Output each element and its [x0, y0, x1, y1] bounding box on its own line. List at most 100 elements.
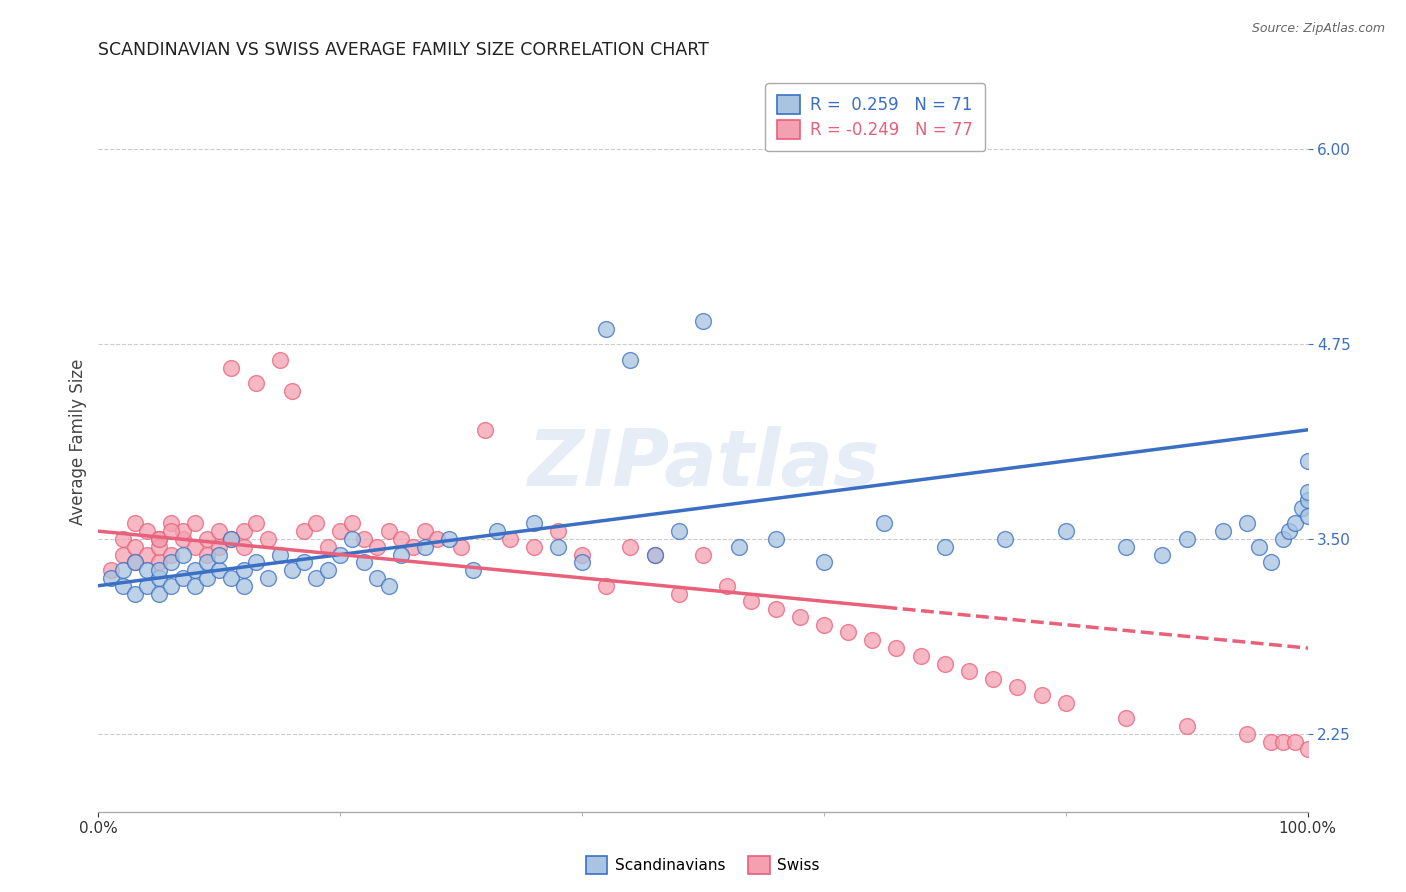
Point: [172, 548, 194, 562]
Point: [1272, 532, 1295, 546]
Point: [1031, 688, 1053, 702]
Point: [256, 532, 278, 546]
Point: [160, 579, 183, 593]
Point: [571, 555, 593, 569]
Point: [1236, 727, 1258, 741]
Point: [353, 555, 375, 569]
Point: [232, 524, 254, 538]
Point: [1152, 548, 1174, 562]
Point: [281, 384, 304, 398]
Point: [124, 555, 146, 569]
Point: [498, 532, 520, 546]
Point: [184, 579, 207, 593]
Point: [1272, 734, 1295, 748]
Point: [135, 548, 157, 562]
Legend: R =  0.259   N = 71, R = -0.249   N = 77: R = 0.259 N = 71, R = -0.249 N = 77: [765, 83, 984, 151]
Point: [195, 555, 218, 569]
Point: [644, 548, 666, 562]
Point: [366, 571, 388, 585]
Point: [813, 617, 835, 632]
Point: [269, 548, 291, 562]
Point: [547, 524, 569, 538]
Point: [910, 648, 932, 663]
Point: [860, 633, 883, 648]
Point: [413, 540, 436, 554]
Point: [184, 516, 207, 531]
Point: [1054, 696, 1077, 710]
Point: [595, 321, 617, 335]
Point: [111, 579, 134, 593]
Point: [1296, 508, 1319, 523]
Point: [245, 376, 267, 390]
Point: [269, 352, 291, 367]
Point: [389, 532, 412, 546]
Text: SCANDINAVIAN VS SWISS AVERAGE FAMILY SIZE CORRELATION CHART: SCANDINAVIAN VS SWISS AVERAGE FAMILY SIZ…: [98, 41, 709, 59]
Point: [740, 594, 762, 608]
Point: [172, 524, 194, 538]
Point: [450, 540, 472, 554]
Point: [1115, 711, 1137, 725]
Point: [1007, 680, 1029, 694]
Point: [232, 540, 254, 554]
Point: [195, 571, 218, 585]
Y-axis label: Average Family Size: Average Family Size: [69, 359, 87, 524]
Point: [221, 532, 243, 546]
Point: [547, 540, 569, 554]
Point: [195, 532, 218, 546]
Point: [595, 579, 617, 593]
Point: [111, 548, 134, 562]
Point: [873, 516, 896, 531]
Point: [486, 524, 509, 538]
Point: [377, 524, 399, 538]
Point: [148, 532, 170, 546]
Point: [668, 524, 690, 538]
Point: [172, 571, 194, 585]
Point: [232, 579, 254, 593]
Point: [135, 524, 157, 538]
Point: [426, 532, 449, 546]
Point: [148, 586, 170, 600]
Point: [619, 540, 641, 554]
Point: [668, 586, 690, 600]
Text: ZIPatlas: ZIPatlas: [527, 425, 879, 502]
Point: [148, 555, 170, 569]
Point: [232, 563, 254, 577]
Point: [1284, 516, 1306, 531]
Point: [728, 540, 751, 554]
Point: [148, 532, 170, 546]
Point: [329, 524, 352, 538]
Point: [1212, 524, 1234, 538]
Point: [619, 352, 641, 367]
Point: [221, 571, 243, 585]
Point: [377, 579, 399, 593]
Point: [1260, 734, 1282, 748]
Point: [124, 586, 146, 600]
Point: [160, 548, 183, 562]
Point: [195, 548, 218, 562]
Point: [523, 516, 546, 531]
Point: [1236, 516, 1258, 531]
Point: [1260, 555, 1282, 569]
Point: [172, 532, 194, 546]
Point: [160, 524, 183, 538]
Point: [813, 555, 835, 569]
Point: [124, 555, 146, 569]
Point: [184, 563, 207, 577]
Point: [716, 579, 738, 593]
Point: [1249, 540, 1271, 554]
Point: [208, 540, 231, 554]
Point: [208, 524, 231, 538]
Point: [765, 602, 787, 616]
Point: [437, 532, 460, 546]
Point: [934, 540, 956, 554]
Point: [305, 571, 328, 585]
Point: [571, 548, 593, 562]
Point: [100, 563, 122, 577]
Point: [316, 563, 339, 577]
Point: [208, 563, 231, 577]
Point: [111, 532, 134, 546]
Point: [245, 516, 267, 531]
Point: [316, 540, 339, 554]
Point: [389, 548, 412, 562]
Point: [245, 555, 267, 569]
